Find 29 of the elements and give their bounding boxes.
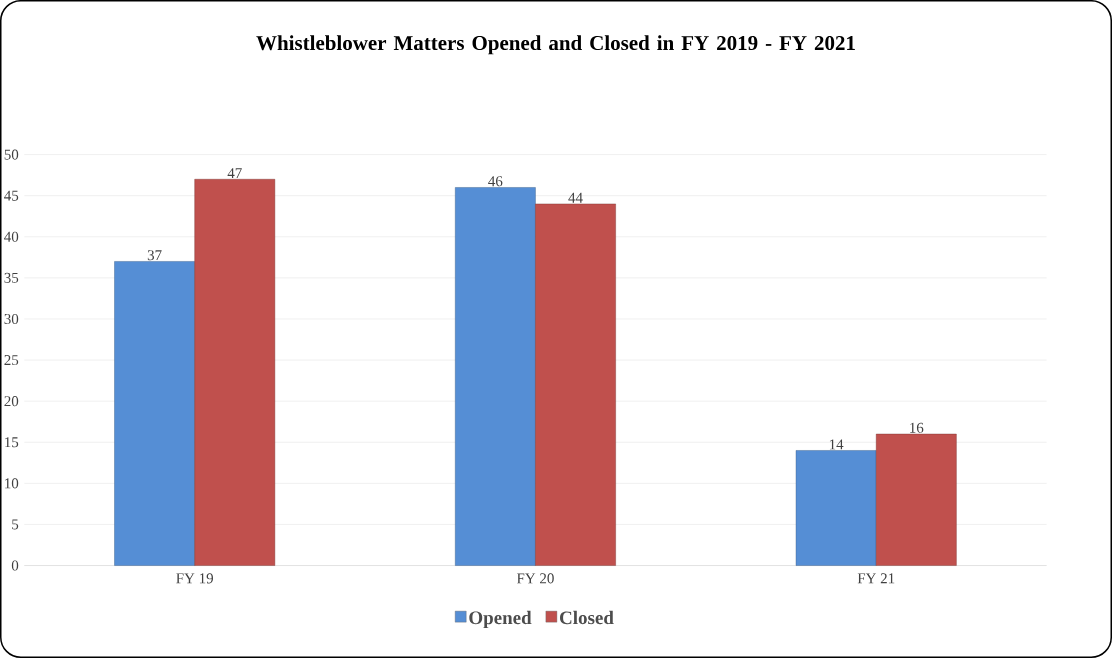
chart-title: Whistleblower Matters Opened and Closed in FY 2019 - FY 2021 <box>256 35 855 55</box>
legend-label: Closed <box>560 610 614 625</box>
y-tick-label: 0 <box>11 560 19 571</box>
data-label: 46 <box>488 176 503 187</box>
data-label: 44 <box>568 192 583 203</box>
y-tick-label: 5 <box>12 519 19 530</box>
y-tick-label: 30 <box>4 313 19 325</box>
y-tick-label: 50 <box>4 149 19 160</box>
y-tick-label: 45 <box>4 190 19 201</box>
data-label: 14 <box>829 439 844 450</box>
bar <box>455 187 536 566</box>
legend-label: Opened <box>469 610 532 629</box>
bar <box>535 203 616 566</box>
bar <box>194 179 276 566</box>
data-label: 47 <box>227 168 242 179</box>
x-tick-label: FY 21 <box>857 573 895 584</box>
x-tick-label: FY 20 <box>516 573 554 584</box>
bar <box>114 261 195 566</box>
y-tick-label: 40 <box>4 231 19 242</box>
y-tick-label: 25 <box>4 355 19 366</box>
y-tick-label: 15 <box>5 437 19 448</box>
bar <box>876 433 957 566</box>
y-tick-label: 20 <box>4 396 19 407</box>
bar <box>795 450 877 566</box>
y-tick-label: 10 <box>5 478 19 489</box>
y-tick-label: 35 <box>4 272 19 283</box>
data-label: 16 <box>910 422 924 433</box>
data-label: 37 <box>147 250 162 261</box>
x-tick-label: FY 19 <box>176 573 213 584</box>
